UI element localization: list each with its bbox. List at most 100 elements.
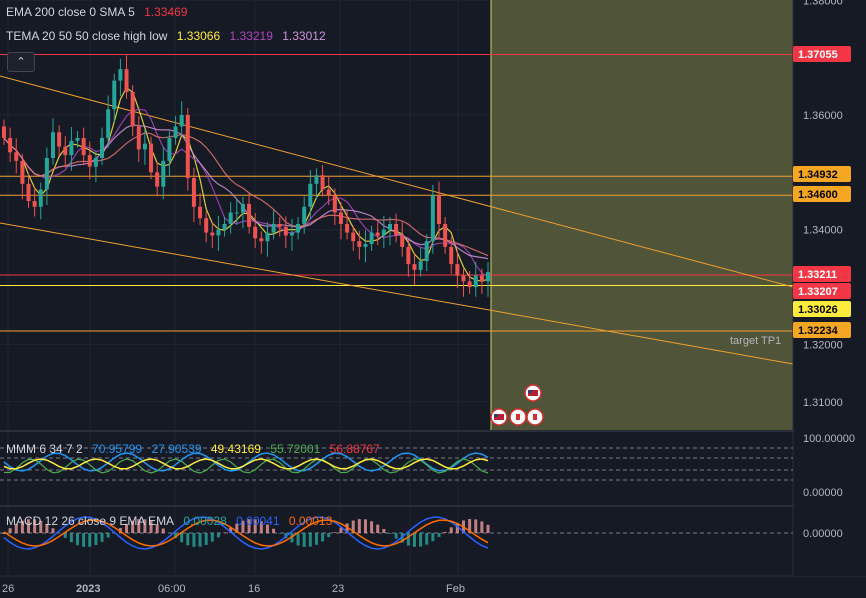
candle-body [26, 183, 31, 202]
time-tick-label: Feb [446, 583, 465, 595]
candle-body [204, 218, 209, 233]
price-tag: 1.37055 [793, 46, 851, 62]
candle-body [387, 223, 392, 230]
time-axis-background [0, 577, 866, 598]
macd-histogram-bar [351, 520, 355, 533]
projection-zone [491, 0, 793, 430]
candles [2, 55, 490, 297]
candle-body [173, 126, 178, 138]
macd-signal-line [3, 519, 489, 547]
candle-body [136, 126, 141, 150]
tema-legend-name: TEMA 20 50 50 close high low [6, 29, 168, 43]
chevron-up-icon: ⌃ [16, 56, 26, 68]
price-tag-value: 1.33026 [798, 304, 838, 316]
macd-histogram-bar [265, 524, 269, 533]
macd-histogram-bar [327, 533, 331, 538]
candle-body [198, 206, 203, 219]
price-tag-box [793, 166, 851, 182]
price-tag-box [793, 283, 851, 299]
macd-histogram-bar [363, 519, 367, 533]
event-flags[interactable] [490, 384, 544, 426]
ema-legend[interactable]: EMA 200 close 0 SMA 5 1.33469 [6, 5, 193, 19]
candle-body [381, 229, 386, 236]
candle-body [75, 137, 80, 141]
tema-legend[interactable]: TEMA 20 50 50 close high low 1.33066 1.3… [6, 29, 332, 43]
candle-body [228, 212, 233, 224]
candle-body [20, 160, 25, 184]
mmm-value-1: 70.95799 [92, 442, 143, 456]
candle-body [314, 175, 319, 184]
moving-average-line [3, 124, 489, 260]
price-tag-value: 1.32234 [798, 325, 839, 337]
us-flag-icon[interactable] [490, 408, 508, 426]
canada-flag-icon[interactable] [509, 408, 527, 426]
candle-body [345, 223, 350, 233]
macd-histogram-bar [125, 523, 129, 533]
collapse-legend-button[interactable]: ⌃ [7, 52, 35, 72]
price-axis[interactable]: 1.38000 1.36000 1.34000 1.32000 1.31000 1.370… [793, 0, 866, 576]
moving-average-line [3, 132, 489, 257]
candle-body [2, 126, 6, 138]
us-flag-icon[interactable] [524, 384, 542, 402]
candle-body [357, 241, 362, 247]
macd-line [3, 516, 489, 550]
macd-legend[interactable]: MACD 12 26 close 9 EMA EMA 0.00028 0.000… [6, 514, 338, 528]
mmm-value-3: 49.43169 [210, 442, 261, 456]
macd-histogram-bar [45, 524, 49, 533]
candle-body [247, 203, 252, 227]
canada-flag-icon[interactable] [526, 408, 544, 426]
macd-histogram-bar [431, 533, 435, 542]
macd-histogram-bar [272, 528, 276, 533]
candle-body [455, 264, 460, 276]
candle-body [259, 238, 264, 242]
macd-histogram-bar [186, 533, 190, 546]
channel-lower-line [0, 222, 794, 365]
flag-stripes [528, 390, 538, 396]
mmm-legend[interactable]: MMM 6 34 7 2 70.95799 27.90539 49.43169 … [6, 442, 386, 456]
macd-histogram-bar [339, 527, 343, 533]
candle-body [326, 189, 331, 196]
macd-histogram-bar [437, 533, 441, 537]
candle-body [106, 109, 111, 138]
macd-histogram-bar [333, 532, 337, 533]
macd-histogram-bar [290, 533, 294, 543]
macd-histogram-bar [192, 533, 196, 547]
time-axis[interactable]: 26 2023 06:00 16 23 Feb [0, 577, 866, 598]
indicator-axis-background [794, 431, 866, 576]
candle-body [69, 140, 74, 156]
price-tag-box [793, 322, 851, 338]
time-tick-label: 26 [2, 583, 14, 595]
candle-body [44, 158, 49, 190]
macd-histogram-bar [106, 533, 110, 538]
price-tick-label: 1.32000 [803, 339, 843, 351]
macd-histogram-bar [486, 524, 490, 533]
price-tick-label: 1.38000 [803, 0, 843, 7]
candle-body [118, 69, 123, 81]
candle-body [461, 275, 466, 282]
macd-histogram-bar [198, 533, 202, 547]
macd-histogram-bar [474, 519, 478, 533]
price-tag-value: 1.34932 [798, 169, 838, 181]
target-annotation: target TP1 [730, 335, 781, 347]
macd-histogram-bar [63, 533, 67, 538]
macd-histogram-bar [406, 533, 410, 546]
macd-legend-name: MACD 12 26 close 9 EMA EMA [6, 514, 175, 528]
ema-legend-name: EMA 200 close 0 SMA 5 [6, 5, 135, 19]
macd-histogram-bar [345, 523, 349, 533]
candle-body [234, 212, 239, 214]
candle-body [142, 143, 147, 150]
macd-indicator [0, 516, 793, 550]
price-tag: 1.34600 [793, 186, 851, 202]
macd-histogram-bar [241, 520, 245, 533]
candle-body [38, 189, 43, 207]
macd-histogram-bar [468, 519, 472, 533]
candle-body [57, 132, 62, 147]
flag-canton [528, 390, 532, 393]
macd-value-3: 0.00013 [288, 514, 333, 528]
candle-body [369, 232, 374, 245]
macd-histogram-bar [2, 533, 6, 534]
macd-histogram-bar [412, 533, 416, 547]
candle-body [363, 244, 368, 247]
candle-body [210, 232, 215, 236]
